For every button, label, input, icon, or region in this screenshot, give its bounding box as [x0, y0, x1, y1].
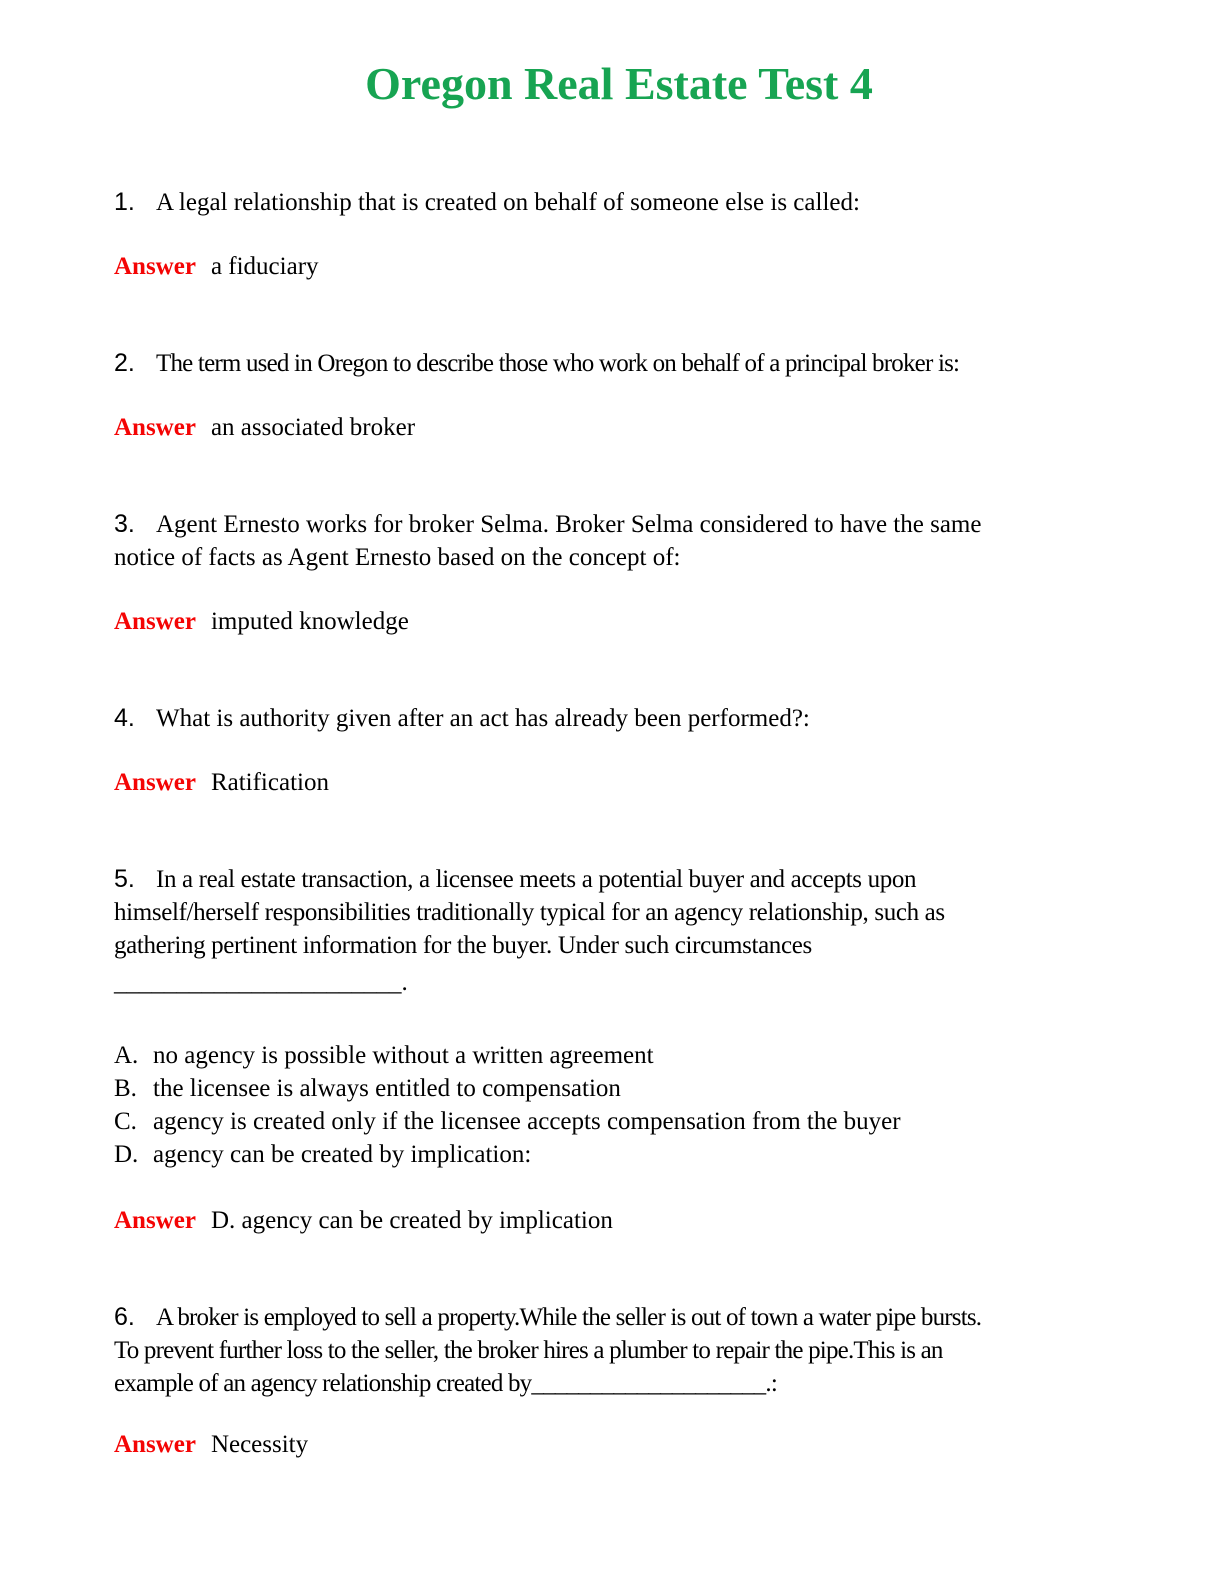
question-2-number: 2. — [114, 349, 135, 377]
answer-6: Answer Necessity — [114, 1428, 1124, 1461]
option-d-letter: D. — [114, 1141, 139, 1168]
question-3: 3. Agent Ernesto works for broker Selma. … — [114, 508, 1124, 574]
answer-2-text: an associated broker — [210, 414, 416, 441]
answer-5: Answer D. agency can be created by implic… — [114, 1204, 1124, 1237]
answer-3: Answer imputed knowledge — [114, 605, 1124, 638]
question-1-text: A legal relationship that is created on … — [156, 189, 860, 216]
answer-2: Answer an associated broker — [114, 411, 1124, 444]
option-c-text: agency is created only if the licensee a… — [153, 1108, 901, 1135]
question-3-number: 3. — [114, 510, 135, 538]
page-title: Oregon Real Estate Test 4 — [365, 58, 873, 109]
question-6: 6. A broker is employed to sell a propert… — [114, 1301, 1124, 1400]
question-4-text: What is authority given after an act has… — [156, 705, 810, 732]
answer-1-text: a fiduciary — [210, 253, 319, 280]
answer-3-label: Answer — [114, 608, 196, 635]
answer-4-text: Ratification — [210, 769, 329, 796]
answer-2-label: Answer — [114, 414, 196, 441]
question-5-text: In a real estate transaction, a licensee… — [114, 866, 945, 959]
answer-3-text: imputed knowledge — [210, 608, 409, 635]
answer-5-label: Answer — [114, 1207, 196, 1234]
question-2: 2. The term used in Oregon to describe th… — [114, 347, 1124, 380]
option-d-text: agency can be created by implication: — [153, 1141, 532, 1168]
option-b-letter: B. — [114, 1075, 137, 1102]
answer-4-label: Answer — [114, 769, 196, 796]
question-4-number: 4. — [114, 704, 135, 732]
option-d: D. agency can be created by implication: — [114, 1138, 1124, 1171]
question-5-number: 5. — [114, 865, 135, 893]
answer-5-text: D. agency can be created by implication — [210, 1207, 613, 1234]
question-5-options: A. no agency is possible without a writte… — [114, 1039, 1124, 1171]
answer-6-text: Necessity — [210, 1431, 309, 1458]
answer-6-label: Answer — [114, 1431, 196, 1458]
question-6-number: 6. — [114, 1303, 135, 1331]
option-b-text: the licensee is always entitled to compe… — [153, 1075, 621, 1102]
option-c: C. agency is created only if the licensee… — [114, 1105, 1124, 1138]
question-3-text: Agent Ernesto works for broker Selma. Br… — [114, 511, 982, 571]
option-a-letter: A. — [114, 1042, 139, 1069]
question-5-blank-line: _______________________. — [114, 969, 408, 996]
question-1: 1. A legal relationship that is created o… — [114, 186, 1124, 219]
question-4: 4. What is authority given after an act h… — [114, 702, 1124, 735]
option-b: B. the licensee is always entitled to com… — [114, 1072, 1124, 1105]
answer-4: Answer Ratification — [114, 766, 1124, 799]
option-a-text: no agency is possible without a written … — [153, 1042, 654, 1069]
question-5: 5. In a real estate transaction, a licens… — [114, 863, 1124, 962]
question-6-text: A broker is employed to sell a property.… — [114, 1304, 982, 1397]
document-page: Oregon Real Estate Test 4 1. A legal rela… — [114, 58, 1124, 1461]
question-1-number: 1. — [114, 188, 135, 216]
question-2-text: The term used in Oregon to describe thos… — [156, 350, 960, 377]
option-a: A. no agency is possible without a writte… — [114, 1039, 1124, 1072]
option-c-letter: C. — [114, 1108, 137, 1135]
answer-1: Answer a fiduciary — [114, 250, 1124, 283]
answer-1-label: Answer — [114, 253, 196, 280]
